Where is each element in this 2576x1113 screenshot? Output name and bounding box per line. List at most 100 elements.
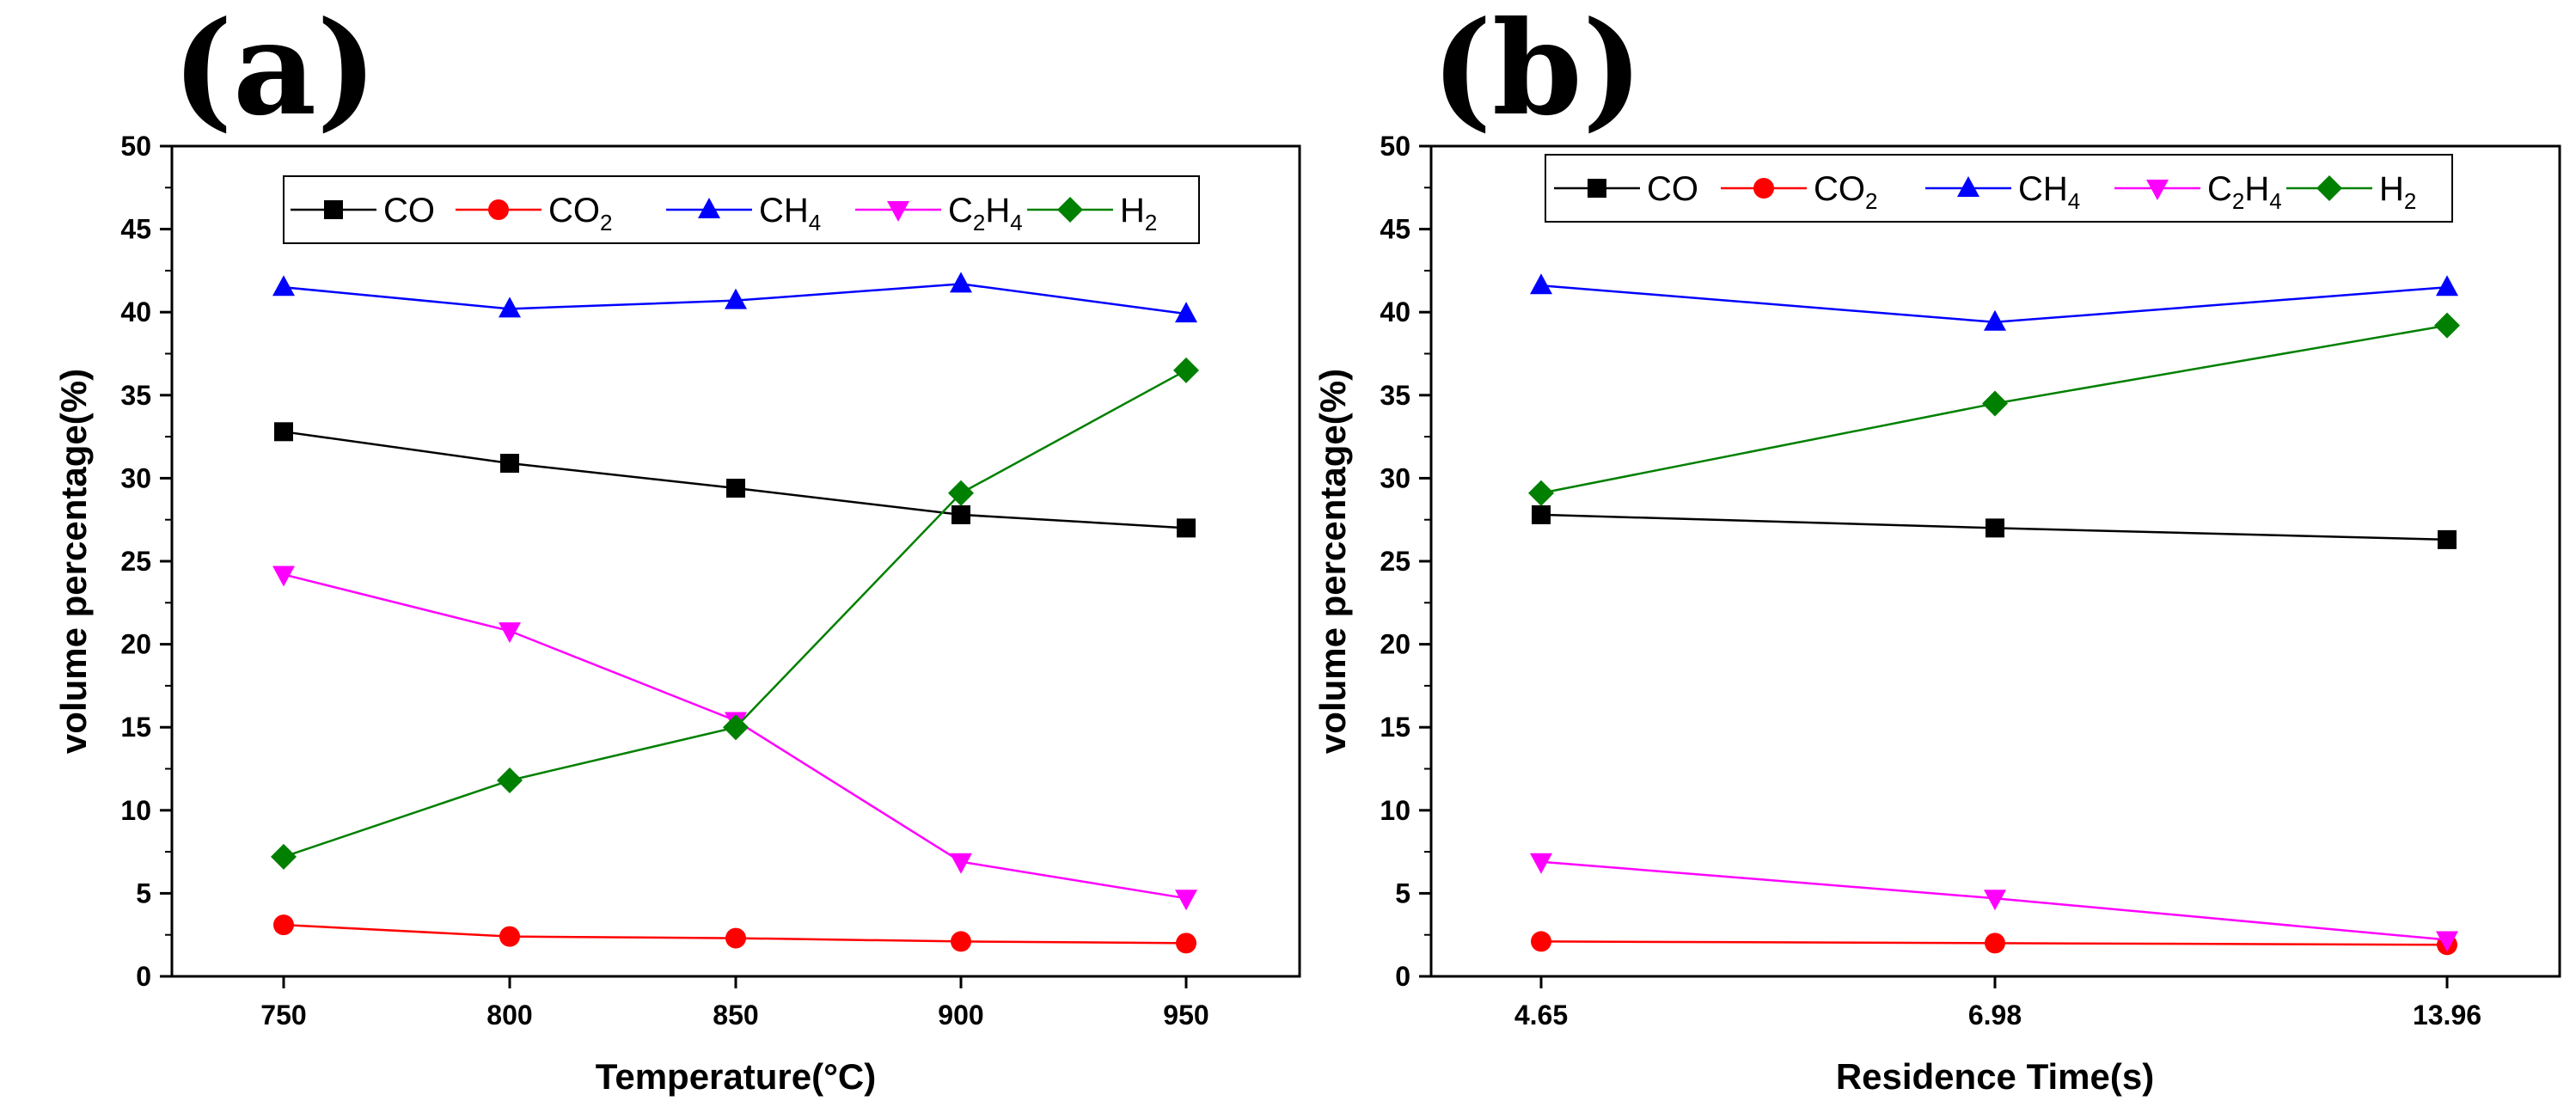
data-point — [2436, 931, 2458, 952]
data-point — [950, 853, 972, 874]
legend: CO CO2 CH4 C2H4 H2 — [283, 175, 1200, 244]
legend-label: C2H4 — [948, 192, 1023, 235]
data-point — [499, 297, 521, 318]
data-point — [726, 478, 745, 498]
x-axis-title: Temperature(°C) — [596, 1056, 876, 1097]
x-tick-label: 6.98 — [1968, 1000, 2022, 1030]
series-4 — [1528, 312, 2460, 506]
legend-name: CH — [2018, 170, 2068, 208]
x-tick-label: 950 — [1163, 1000, 1208, 1030]
y-tick-label: 20 — [120, 629, 151, 660]
data-point — [1530, 273, 1552, 295]
legend-marker — [2146, 180, 2169, 200]
data-point — [1530, 853, 1552, 874]
legend-subscript: 2 — [2404, 188, 2416, 214]
data-point — [1176, 933, 1196, 954]
y-axis-title: volume percentage(%) — [1312, 369, 1353, 754]
data-point — [2436, 275, 2458, 297]
legend-marker — [2316, 175, 2342, 201]
data-point — [1531, 931, 1551, 952]
data-point — [950, 272, 972, 293]
y-tick-label: 0 — [136, 961, 151, 992]
series-0 — [274, 422, 1196, 538]
series-2 — [272, 272, 1197, 323]
legend-name-2: H — [985, 192, 1010, 229]
data-point — [951, 931, 971, 952]
data-point — [271, 843, 297, 870]
data-point — [500, 454, 519, 474]
data-point — [1984, 890, 2006, 911]
data-point — [499, 622, 521, 644]
legend-subscript: 4 — [2068, 188, 2080, 214]
y-tick-label: 45 — [1380, 214, 1410, 245]
y-tick-label: 10 — [1380, 795, 1410, 826]
legend-subscript-2: 4 — [2269, 188, 2281, 214]
legend-name: H — [1120, 192, 1145, 229]
data-point — [1982, 390, 2008, 417]
y-tick-label: 5 — [136, 878, 151, 908]
data-point — [951, 505, 970, 524]
legend-marker — [488, 199, 509, 220]
legend-subscript: 2 — [600, 210, 612, 235]
data-point — [723, 714, 749, 741]
legend-name: CH — [759, 192, 809, 229]
y-tick-label: 15 — [1380, 712, 1410, 743]
y-tick-label: 5 — [1395, 878, 1410, 908]
data-point — [272, 566, 295, 587]
data-point — [497, 767, 523, 794]
y-tick-label: 30 — [120, 462, 151, 493]
plot-frame — [1429, 144, 2561, 978]
y-tick-label: 10 — [120, 795, 151, 826]
x-tick-label: 850 — [713, 1000, 758, 1030]
legend-marker — [887, 201, 909, 222]
data-point — [1532, 505, 1551, 524]
legend-label: CO — [1647, 170, 1698, 208]
legend-name: CO — [548, 192, 600, 229]
series-0 — [1532, 505, 2457, 549]
series-2 — [1530, 273, 2458, 331]
legend-label: CO2 — [548, 192, 612, 235]
y-tick-label: 35 — [120, 380, 151, 411]
y-tick-label: 15 — [120, 712, 151, 743]
data-point — [272, 275, 295, 297]
x-tick-label: 13.96 — [2413, 1000, 2481, 1030]
data-point — [725, 288, 747, 309]
y-tick-label: 45 — [120, 214, 151, 245]
data-point — [1986, 518, 2004, 538]
y-tick-label: 40 — [1380, 297, 1410, 327]
x-axis-title: Residence Time(s) — [1836, 1056, 2154, 1097]
y-tick-label: 20 — [1380, 629, 1410, 660]
data-point — [948, 480, 974, 506]
legend-subscript: 2 — [2232, 188, 2244, 214]
legend-marker — [1588, 179, 1606, 198]
data-point — [1984, 309, 2006, 331]
legend: CO CO2 CH4 C2H4 H2 — [1545, 154, 2453, 223]
legend-marker — [1057, 197, 1083, 223]
data-point — [1173, 357, 1199, 383]
legend-name: C — [948, 192, 973, 229]
legend-name: H — [2379, 170, 2404, 208]
x-tick-label: 800 — [486, 1000, 532, 1030]
legend-marker — [1753, 178, 1774, 199]
series-line — [283, 369, 1187, 859]
legend-label: H2 — [2379, 170, 2416, 214]
legend-subscript: 2 — [973, 210, 985, 235]
y-tick-label: 40 — [120, 297, 151, 327]
legend-name-2: H — [2244, 170, 2269, 208]
panel-label: (b) — [1431, 0, 1643, 144]
data-point — [1177, 518, 1196, 538]
legend-name: C — [2207, 170, 2232, 208]
chart-panel-a: (a) 0 5 10 15 20 25 30 35 40 45 50 750 800 850 900 950 Te… — [53, 0, 1301, 1097]
legend-subscript: 2 — [1865, 188, 1877, 214]
series-3 — [1530, 853, 2458, 952]
y-tick-label: 35 — [1380, 380, 1410, 411]
legend-label: H2 — [1120, 192, 1157, 235]
chart-panel-b: (b) 0 5 10 15 20 25 30 35 40 45 50 4.65 6.98 13.96 Resi… — [1312, 0, 2561, 1097]
x-tick-label: 900 — [938, 1000, 983, 1030]
data-point — [725, 927, 746, 949]
data-point — [1175, 302, 1197, 323]
data-point — [273, 914, 294, 936]
legend-label: C2H4 — [2207, 170, 2282, 214]
legend-marker — [1957, 176, 1979, 197]
